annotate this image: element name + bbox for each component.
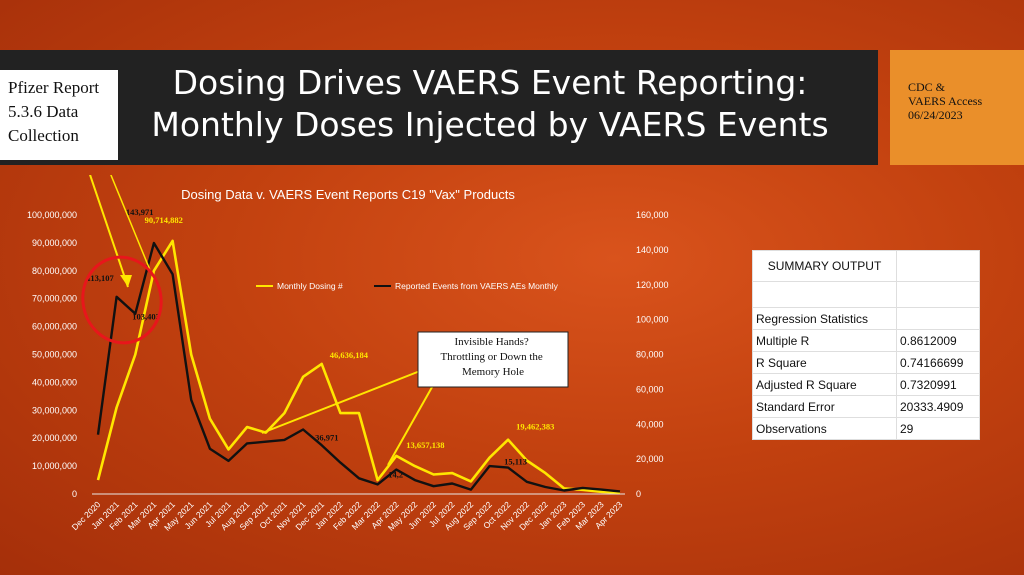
left-y-tick-label: 90,000,000 (32, 238, 77, 248)
right-y-tick-label: 40,000 (636, 419, 664, 429)
source-note: Pfizer Report 5.3.6 Data Collection (0, 70, 118, 160)
left-y-tick-label: 70,000,000 (32, 294, 77, 304)
left-y-tick-label: 100,000,000 (27, 210, 77, 220)
right-y-tick-label: 120,000 (636, 280, 669, 290)
summary-row-value: 0.8612009 (896, 329, 980, 352)
cdc-source-box: CDC & VAERS Access 06/24/2023 (890, 50, 1024, 165)
summary-row: Standard Error 20333.4909 (752, 395, 980, 418)
left-y-tick-label: 50,000,000 (32, 350, 77, 360)
right-y-axis: 0 20,000 40,000 60,000 80,000 100,000 120,000 1… (636, 210, 669, 499)
summary-row-label: R Square (752, 351, 897, 374)
series-line-dosing (96, 239, 621, 494)
summary-row-value: 0.74166699 (896, 351, 980, 374)
summary-cell (896, 281, 980, 308)
left-y-tick-label: 60,000,000 (32, 322, 77, 332)
left-y-tick-label: 10,000,000 (32, 461, 77, 471)
series-line-events (96, 241, 621, 493)
pointer-arrowhead-source (120, 275, 132, 287)
right-y-tick-label: 100,000 (636, 315, 669, 325)
summary-row-label: Observations (752, 417, 897, 440)
summary-row: R Square 0.74166699 (752, 351, 980, 374)
pointer-arrow-source (89, 175, 129, 288)
source-note-line: Pfizer Report (8, 78, 100, 97)
cdc-note-line: 06/24/2023 (908, 108, 963, 122)
left-y-tick-label: 0 (72, 489, 77, 499)
callout-box (417, 331, 569, 388)
pointer-arrow-peak (110, 175, 151, 271)
data-label: 14,2 (388, 470, 403, 480)
data-label: 13,657,138 (406, 440, 444, 450)
regression-summary-table: SUMMARY OUTPUT Regression Statistics Mul… (752, 250, 980, 440)
data-label: 113,107 (87, 273, 115, 283)
summary-cell (896, 307, 980, 330)
right-y-tick-label: 60,000 (636, 384, 664, 394)
title-line-2: Monthly Doses Injected by VAERS Events (151, 105, 829, 144)
chart-title: Dosing Data v. VAERS Event Reports C19 "… (181, 187, 515, 202)
cdc-note-line: CDC & (908, 80, 946, 94)
data-label: 19,462,383 (516, 422, 554, 432)
summary-row-value: 0.7320991 (896, 373, 980, 396)
summary-row: Multiple R 0.8612009 (752, 329, 980, 352)
right-y-tick-label: 140,000 (636, 245, 669, 255)
summary-cell (752, 281, 897, 308)
left-y-axis: 0 10,000,000 20,000,000 30,000,000 40,000,00… (27, 210, 77, 499)
callout-text: Invisible Hands? Throttling or Down the … (440, 336, 545, 378)
slide-title: Dosing Drives VAERS Event Reporting: Mon… (110, 62, 870, 146)
summary-blank-row (752, 281, 980, 308)
pointer-arrow-callout-2 (387, 372, 441, 466)
legend-label-dosing: Monthly Dosing # (277, 281, 343, 291)
right-y-tick-label: 20,000 (636, 454, 664, 464)
summary-row-label: Adjusted R Square (752, 373, 897, 396)
data-label: 143,971 (126, 207, 154, 217)
legend: Monthly Dosing # Reported Events from VA… (256, 281, 559, 291)
data-label: 36,971 (315, 433, 338, 443)
summary-header-row: SUMMARY OUTPUT (752, 250, 980, 282)
pointer-arrow-callout (261, 370, 421, 434)
summary-title: SUMMARY OUTPUT (752, 250, 897, 282)
source-note-line: 5.3.6 Data (8, 102, 79, 121)
legend-label-events: Reported Events from VAERS AEs Monthly (395, 281, 559, 291)
callout-line: Invisible Hands? (455, 336, 529, 348)
callout-line: Throttling or Down the (440, 351, 542, 363)
title-line-1: Dosing Drives VAERS Event Reporting: (172, 63, 808, 102)
data-labels: 143,971 113,107 103,403 90,714,882 46,636,18… (87, 207, 555, 480)
data-label: 90,714,882 (145, 215, 183, 225)
summary-section-label: Regression Statistics (752, 307, 897, 330)
dosing-vaers-chart: Dosing Data v. VAERS Event Reports C19 "… (27, 175, 669, 533)
summary-row-label: Multiple R (752, 329, 897, 352)
left-y-tick-label: 80,000,000 (32, 266, 77, 276)
data-label: 15,113 (504, 457, 527, 467)
right-y-tick-label: 160,000 (636, 210, 669, 220)
right-y-tick-label: 0 (636, 489, 641, 499)
highlight-circle (81, 255, 163, 345)
series-lines (96, 239, 621, 494)
summary-row-label: Standard Error (752, 395, 897, 418)
source-note-line: Collection (8, 126, 79, 145)
summary-row: Observations 29 (752, 417, 980, 440)
left-y-tick-label: 20,000,000 (32, 433, 77, 443)
left-y-tick-label: 30,000,000 (32, 405, 77, 415)
data-label: 103,403 (132, 312, 160, 322)
cdc-note-line: VAERS Access (908, 94, 983, 108)
title-bar (0, 50, 878, 165)
summary-cell (896, 250, 980, 282)
summary-row-value: 29 (896, 417, 980, 440)
right-y-tick-label: 80,000 (636, 350, 664, 360)
summary-row: Adjusted R Square 0.7320991 (752, 373, 980, 396)
summary-row-value: 20333.4909 (896, 395, 980, 418)
summary-section-row: Regression Statistics (752, 307, 980, 330)
annotations: Invisible Hands? Throttling or Down the … (81, 175, 569, 466)
left-y-tick-label: 40,000,000 (32, 377, 77, 387)
data-label: 46,636,184 (330, 350, 369, 360)
callout-line: Memory Hole (462, 366, 524, 378)
